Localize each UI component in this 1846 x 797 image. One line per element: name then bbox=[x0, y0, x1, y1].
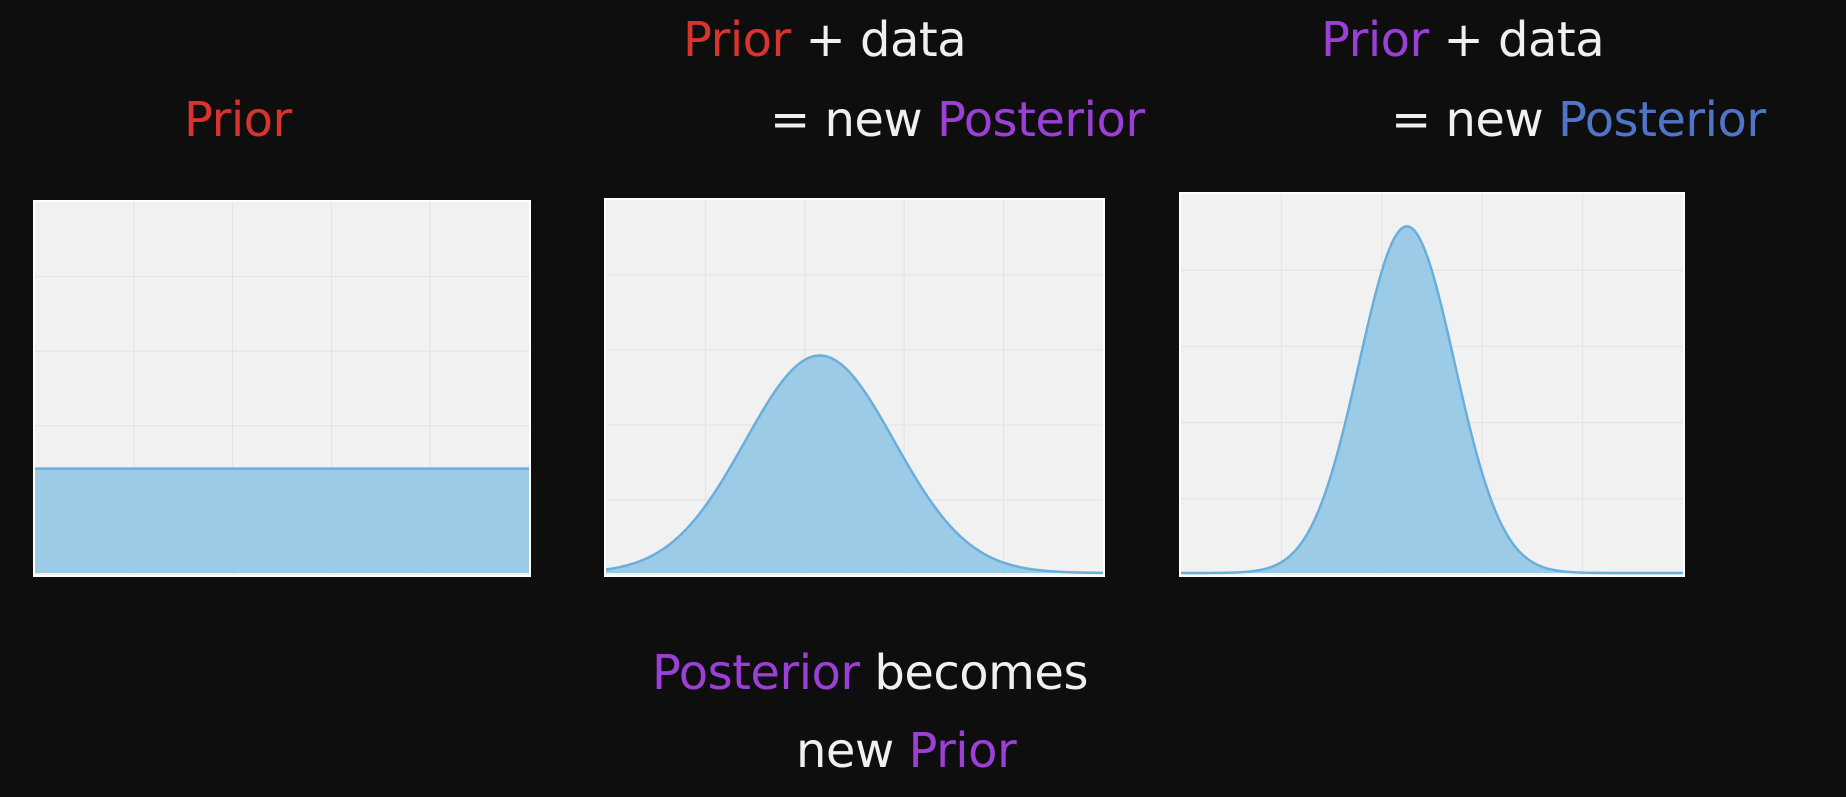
step3-plus-data: + data bbox=[1428, 12, 1605, 68]
step2-caption-line1: Prior + data bbox=[683, 16, 967, 64]
bottom-posterior-word: Posterior bbox=[652, 645, 860, 701]
new-posterior-plot bbox=[1181, 194, 1683, 575]
step3-caption-line1: Prior + data bbox=[1321, 16, 1605, 64]
posterior-plot-panel bbox=[604, 198, 1105, 577]
step2-plus-data: + data bbox=[790, 12, 967, 68]
bottom-new: new bbox=[796, 723, 909, 779]
new-posterior-plot-panel bbox=[1179, 192, 1685, 577]
step3-equals-new: = new bbox=[1391, 92, 1558, 148]
prior-plot-panel bbox=[33, 200, 531, 577]
prior-caption: Prior bbox=[184, 92, 292, 148]
prior-plot bbox=[35, 202, 529, 575]
step2-prior-word: Prior bbox=[683, 12, 791, 68]
posterior-plot bbox=[606, 200, 1103, 575]
bottom-becomes: becomes bbox=[859, 645, 1088, 701]
step3-caption-line2: = new Posterior bbox=[1391, 96, 1766, 144]
distribution-curve bbox=[606, 354, 1103, 575]
bottom-caption-line1: Posterior becomes bbox=[652, 649, 1088, 697]
step3-prior-word: Prior bbox=[1321, 12, 1429, 68]
step2-caption-line2: = new Posterior bbox=[770, 96, 1145, 144]
bottom-caption-line2: new Prior bbox=[796, 727, 1017, 775]
distribution-area bbox=[606, 355, 1103, 574]
distribution-area bbox=[35, 468, 529, 574]
distribution-area bbox=[1181, 226, 1683, 574]
distribution-curve bbox=[1181, 225, 1683, 575]
step2-equals-new: = new bbox=[770, 92, 937, 148]
step2-posterior-word: Posterior bbox=[936, 92, 1145, 148]
bottom-prior-word: Prior bbox=[908, 723, 1017, 779]
step3-posterior-word: Posterior bbox=[1557, 92, 1766, 148]
